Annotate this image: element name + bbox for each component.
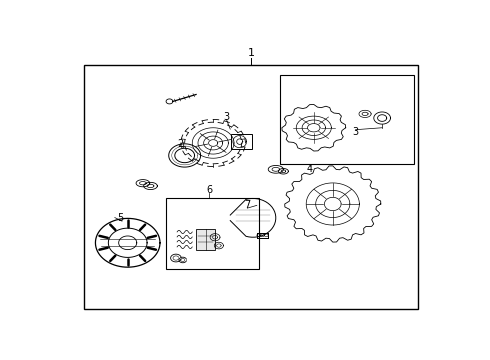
Text: 4: 4 [307,164,313,174]
Bar [280,75,415,164]
Text: 7: 7 [244,201,250,210]
Text: 1: 1 [247,48,255,58]
Bar [84,66,418,309]
Text: 3: 3 [352,127,359,137]
Text: 6: 6 [206,185,213,195]
Bar [196,229,215,250]
Text: 3: 3 [223,112,229,122]
Text: 5: 5 [117,213,123,223]
Text: 2: 2 [178,139,184,149]
Bar [166,198,259,269]
